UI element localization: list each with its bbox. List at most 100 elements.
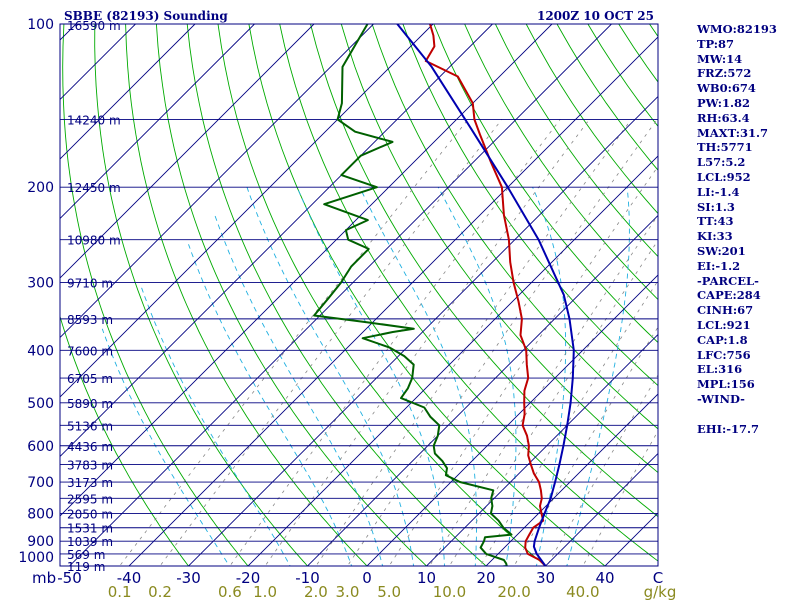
isotherm <box>60 24 315 279</box>
isotherm <box>485 393 658 566</box>
temperature-tick-label: -20 <box>236 569 261 587</box>
stat-line: LI:-1.4 <box>697 184 740 199</box>
temperature-unit: C <box>653 569 663 587</box>
mixing-ratio-unit: g/kg <box>644 583 677 600</box>
stat-line: SW:201 <box>697 243 746 258</box>
stat-line: CINH:67 <box>697 303 754 318</box>
station-title: SBBE (82193) Sounding <box>64 9 228 23</box>
height-label: 14240 m <box>67 113 121 127</box>
isotherm <box>187 95 658 566</box>
temperature-tick-label: -50 <box>57 569 82 587</box>
pressure-tick-label: 900 <box>27 534 54 550</box>
pressure-tick-label: 300 <box>27 276 54 292</box>
temperature-tick-label: -40 <box>117 569 142 587</box>
temperature-tick-label: 40 <box>595 569 614 587</box>
mixing-ratio-tick-label: 1.0 <box>253 583 277 600</box>
stat-line: CAPE:284 <box>697 288 761 303</box>
dry-adiabat <box>94 24 309 566</box>
height-label: 10980 m <box>67 234 121 248</box>
stat-line: PW:1.82 <box>697 95 751 110</box>
height-label: 16590 m <box>67 19 121 33</box>
temperature-tick-label: -10 <box>295 569 320 587</box>
isotherm <box>60 24 255 220</box>
temperature-tick-label: -30 <box>176 569 201 587</box>
mixing-ratio-axis: 0.1 0.2 0.6 1.0 2.0 3.0 5.0 10.0 20.0 40.0 g/kg <box>108 583 677 600</box>
stability-indices: WMO:82193 TP:87 MW:14 FRZ:572 WB0:674 PW:1.82… <box>697 22 800 436</box>
height-label: 8593 m <box>67 313 113 327</box>
height-label: 569 m <box>67 548 105 562</box>
pressure-tick-label: 1000 <box>18 550 54 566</box>
dry-adiabat <box>402 24 658 387</box>
mixing-ratio-tick-label: 20.0 <box>497 583 530 600</box>
isotherm <box>366 274 658 566</box>
height-label: 3783 m <box>67 459 113 473</box>
parcel-trace <box>396 24 575 566</box>
sounding-traces <box>313 24 575 566</box>
height-label: 2595 m <box>67 492 113 506</box>
stat-line: RH:63.4 <box>697 110 750 125</box>
pressure-tick-label: 400 <box>27 343 54 359</box>
isotherm <box>247 155 658 566</box>
stat-line: LCL:921 <box>697 317 751 332</box>
stat-line: CAP:1.8 <box>697 332 748 347</box>
stat-line: MAXT:31.7 <box>697 125 768 140</box>
stat-line: EHI:-17.7 <box>697 421 760 436</box>
stat-line: -WIND- <box>697 391 745 406</box>
height-label: 1039 m <box>67 535 113 549</box>
stat-line: TT:43 <box>697 214 734 229</box>
mixing-ratio-tick-label: 0.2 <box>148 583 172 600</box>
pressure-tick-label: 100 <box>27 17 54 33</box>
pressure-tick-label: 500 <box>27 396 54 412</box>
height-label: 12450 m <box>67 181 121 195</box>
height-label: 3173 m <box>67 476 113 490</box>
isotherm <box>425 333 658 566</box>
temperature-tick-label: 0 <box>362 569 372 587</box>
isotherm <box>60 24 553 517</box>
stat-line: MPL:156 <box>697 377 755 392</box>
moist-adiabat <box>101 328 230 566</box>
moist-adiabat <box>246 187 414 566</box>
background-lines <box>60 24 658 566</box>
height-label: 119 m <box>67 560 105 574</box>
stat-line: SI:1.3 <box>697 199 735 214</box>
isotherm <box>60 24 493 458</box>
mixing-ratio-tick-label: 10.0 <box>433 583 466 600</box>
height-labels: 16590 m 14240 m 12450 m 10980 m 9710 m 8593 m… <box>67 19 121 574</box>
stat-line: EL:316 <box>697 362 743 377</box>
plot-frame <box>59 23 659 567</box>
isotherm <box>128 36 658 566</box>
isotherm <box>60 24 196 160</box>
height-label: 7600 m <box>67 344 113 358</box>
isotherm <box>60 24 434 398</box>
moist-adiabat <box>214 214 384 566</box>
stat-line: FRZ:572 <box>697 66 752 81</box>
stat-line: LCL:952 <box>697 169 751 184</box>
height-label: 2050 m <box>67 507 113 521</box>
temperature-tick-label: 10 <box>417 569 436 587</box>
dewpoint-trace <box>313 24 513 566</box>
stat-line: MW:14 <box>697 51 743 66</box>
stat-line: EI:-1.2 <box>697 258 741 273</box>
stat-line: WB0:674 <box>697 81 756 96</box>
dry-adiabat <box>494 24 658 258</box>
mixing-ratio-tick-label: 5.0 <box>377 583 401 600</box>
moist-adiabat <box>359 187 478 566</box>
height-label: 4436 m <box>67 440 113 454</box>
moist-adiabat <box>140 286 291 566</box>
moist-adiabat <box>188 244 353 566</box>
height-label: 5890 m <box>67 397 113 411</box>
mixing-ratio-tick-label: 40.0 <box>566 583 599 600</box>
mixing-ratio-tick-label: 0.1 <box>108 583 132 600</box>
dry-adiabat <box>217 24 547 566</box>
moist-adiabat <box>566 187 630 566</box>
height-label: 6705 m <box>67 372 113 386</box>
height-label: 9710 m <box>67 277 113 291</box>
isotherm <box>544 452 658 566</box>
stat-line <box>697 407 800 422</box>
stat-line: TP:87 <box>697 36 735 51</box>
temperature-trace <box>424 24 548 566</box>
stat-line: L57:5.2 <box>697 155 746 170</box>
stat-line: KI:33 <box>697 229 733 244</box>
